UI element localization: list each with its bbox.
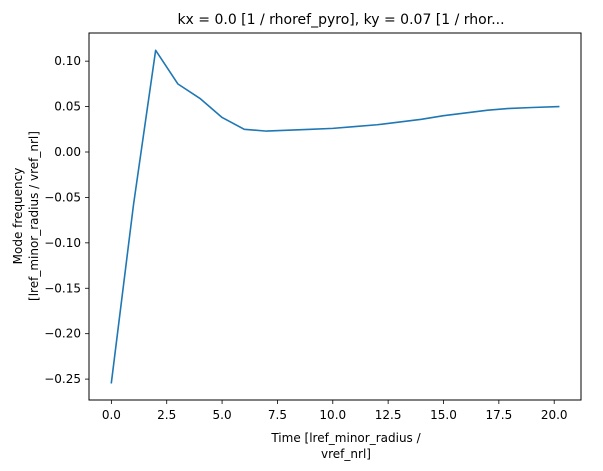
y-tick-label: −0.25 xyxy=(44,372,81,386)
x-tick-label: 17.5 xyxy=(485,408,512,422)
y-tick-label: 0.10 xyxy=(54,54,81,68)
axes-frame xyxy=(88,32,582,401)
x-tick-label: 0.0 xyxy=(102,408,121,422)
y-axis-label-line-1: Mode frequency xyxy=(11,168,25,265)
plot-area xyxy=(110,49,560,384)
x-axis-label-line-2: vref_nrl] xyxy=(321,447,371,461)
y-tick-label: −0.05 xyxy=(44,190,81,204)
y-axis-label-group-2: [lref_minor_radius / vref_nrl] xyxy=(27,131,41,301)
x-tick-label: 20.0 xyxy=(541,408,568,422)
x-tick-label: 7.5 xyxy=(268,408,287,422)
x-axis-label-line-1: Time [lref_minor_radius / xyxy=(270,431,421,445)
x-tick-label: 12.5 xyxy=(375,408,402,422)
y-tick-label: −0.15 xyxy=(44,281,81,295)
chart-title: kx = 0.0 [1 / rhoref_pyro], ky = 0.07 [1… xyxy=(177,12,504,28)
x-axis: 0.0 2.5 5.0 7.5 10.0 12.5 15.0 17.5 20.0 xyxy=(102,400,568,422)
x-tick-label: 10.0 xyxy=(319,408,346,422)
series-line xyxy=(110,49,560,384)
x-tick-label: 5.0 xyxy=(213,408,232,422)
y-axis-label-group: Mode frequency xyxy=(11,168,25,265)
y-axis: 0.10 0.05 0.00 −0.05 −0.10 −0.15 −0.20 −0.25 xyxy=(44,54,89,386)
y-tick-label: −0.10 xyxy=(44,236,81,250)
y-axis-label-line-2: [lref_minor_radius / vref_nrl] xyxy=(27,131,41,301)
x-tick-label: 15.0 xyxy=(430,408,457,422)
y-tick-label: 0.00 xyxy=(54,145,81,159)
x-tick-label: 2.5 xyxy=(157,408,176,422)
y-tick-label: 0.05 xyxy=(54,100,81,114)
y-tick-label: −0.20 xyxy=(44,327,81,341)
